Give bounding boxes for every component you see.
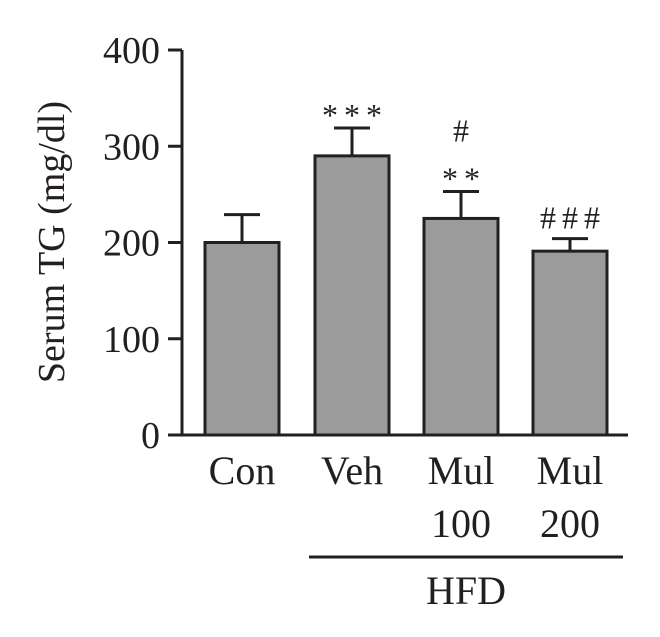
y-tick-label-0: 0 xyxy=(141,415,160,457)
category-sublabel-2: 100 xyxy=(431,501,491,546)
significance-mark-2-0: ** xyxy=(442,160,486,196)
group-label: HFD xyxy=(426,568,506,613)
significance-mark-3-0: ### xyxy=(540,200,606,236)
y-tick-label-200: 200 xyxy=(103,223,160,265)
bar-2 xyxy=(422,216,500,437)
bar-3 xyxy=(531,249,609,437)
y-tick-label-300: 300 xyxy=(103,126,160,168)
y-axis-label: Serum TG (mg/dl) xyxy=(31,101,73,383)
category-label-2: Mul xyxy=(428,448,495,493)
category-label-3: Mul xyxy=(537,448,604,493)
y-tick-label-100: 100 xyxy=(103,319,160,361)
bar-1 xyxy=(313,154,391,437)
category-label-0: Con xyxy=(209,448,276,493)
category-label-1: Veh xyxy=(321,448,383,493)
bar-0 xyxy=(203,241,281,437)
significance-mark-2-1: # xyxy=(453,112,475,148)
significance-mark-1-0: *** xyxy=(322,97,388,133)
category-sublabel-3: 200 xyxy=(540,501,600,546)
y-tick-label-400: 400 xyxy=(103,30,160,72)
